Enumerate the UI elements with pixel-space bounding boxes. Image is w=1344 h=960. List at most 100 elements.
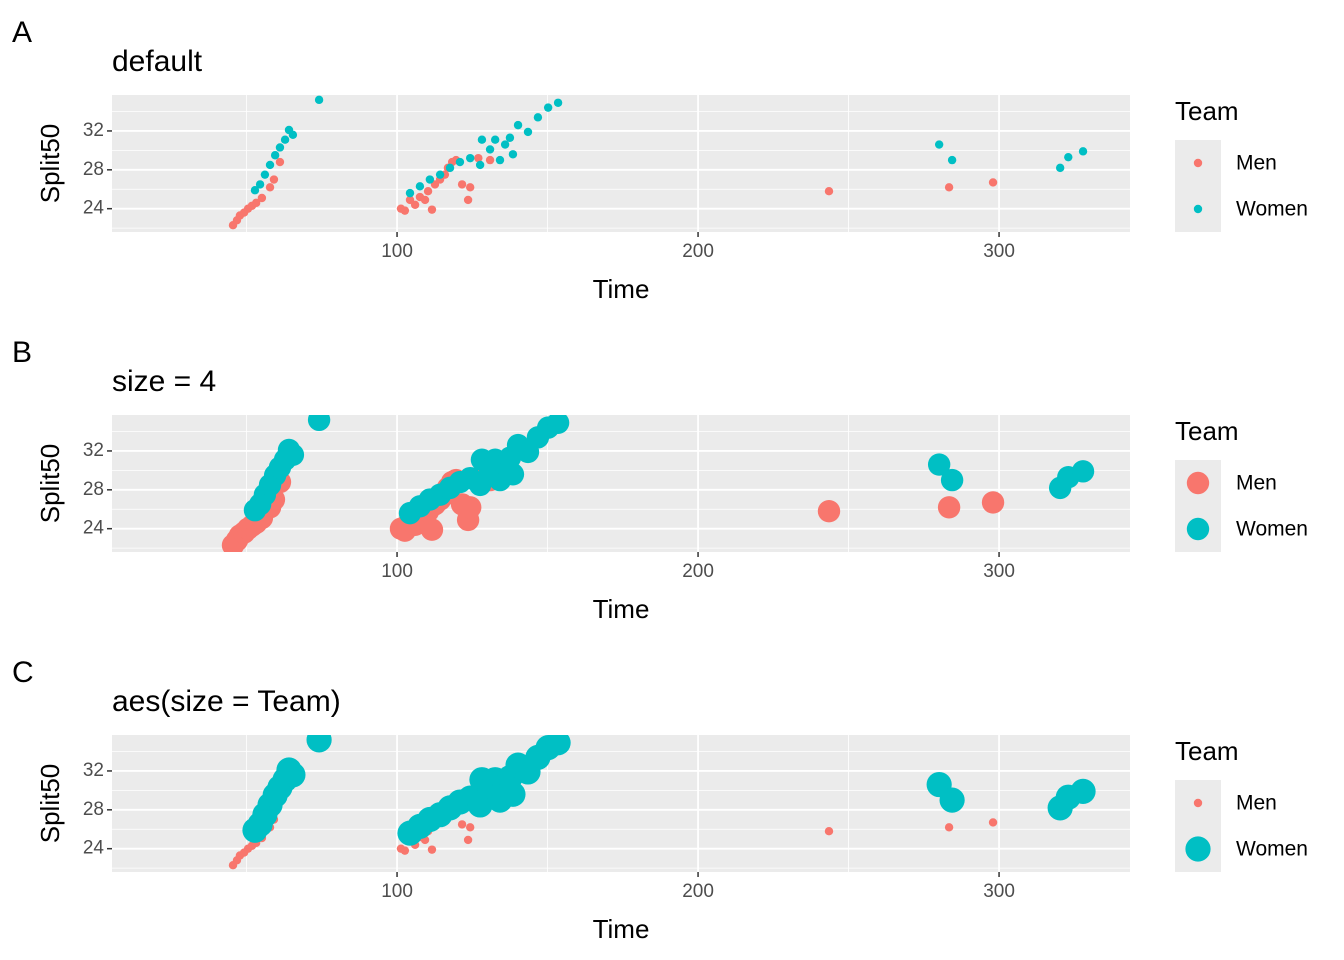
point: [465, 823, 475, 832]
point: [465, 183, 475, 192]
point: [988, 178, 998, 187]
legend-symbol: [1193, 158, 1203, 168]
x-tick-label: 100: [381, 881, 413, 902]
point: [280, 762, 306, 788]
x-tick-label: 100: [381, 241, 413, 262]
point: [824, 826, 834, 836]
point: [423, 186, 433, 196]
point: [545, 735, 571, 756]
point: [257, 193, 267, 203]
point: [523, 127, 533, 137]
point: [1070, 778, 1096, 804]
point: [314, 95, 324, 105]
x-tick-label: 200: [682, 561, 714, 582]
point: [458, 496, 482, 519]
y-tick-label: 28: [83, 479, 104, 500]
point: [463, 195, 473, 205]
point: [427, 205, 437, 214]
point: [500, 140, 510, 149]
point: [490, 135, 500, 144]
point: [513, 120, 523, 130]
point: [280, 135, 290, 144]
point: [947, 155, 957, 165]
legend-label: Women: [1236, 838, 1308, 861]
point: [275, 157, 285, 167]
point: [817, 499, 841, 523]
x-axis-title: Time: [593, 914, 650, 944]
x-tick-label: 200: [682, 881, 714, 902]
legend-symbol: [1193, 798, 1203, 808]
legend-label: Women: [1236, 198, 1308, 221]
point: [415, 182, 425, 191]
point: [265, 183, 275, 192]
point: [445, 163, 455, 173]
chart-title: size = 4: [112, 365, 216, 398]
point: [937, 496, 961, 519]
legend-symbol: [1185, 836, 1211, 862]
y-tick-label: 28: [83, 799, 104, 820]
y-tick-label: 28: [83, 159, 104, 180]
x-tick-label: 100: [381, 561, 413, 582]
x-tick-label: 300: [983, 881, 1015, 902]
point: [477, 135, 487, 144]
points: [228, 735, 1096, 870]
point: [465, 153, 475, 163]
point: [457, 820, 467, 829]
legend-label: Men: [1236, 792, 1277, 815]
point: [455, 157, 465, 167]
legend-label: Men: [1236, 472, 1277, 495]
point: [420, 195, 430, 205]
panel-tag: C: [12, 656, 34, 689]
y-tick-label: 24: [83, 198, 105, 219]
legend-symbol: [1186, 517, 1210, 541]
point: [288, 130, 298, 140]
point: [435, 170, 445, 179]
point: [508, 150, 518, 159]
point: [420, 518, 444, 541]
chart-title: aes(size = Team): [112, 685, 341, 718]
point: [927, 453, 951, 476]
x-tick-label: 200: [682, 241, 714, 262]
point: [307, 415, 331, 432]
x-axis-title: Time: [593, 594, 650, 624]
point: [981, 491, 1005, 514]
point: [265, 160, 275, 170]
point: [474, 153, 483, 163]
point: [275, 143, 285, 152]
x-tick-label: 300: [983, 241, 1015, 262]
point: [940, 468, 964, 492]
plot-background: [112, 95, 1130, 232]
x-tick-label: 300: [983, 561, 1015, 582]
point: [260, 170, 270, 179]
point: [427, 845, 437, 854]
y-tick-label: 24: [83, 518, 105, 539]
y-tick-label: 24: [83, 838, 105, 859]
points: [221, 415, 1095, 552]
point: [501, 463, 525, 486]
legend-title: Team: [1175, 736, 1239, 766]
point: [939, 787, 965, 813]
point: [251, 198, 261, 208]
point: [505, 133, 515, 142]
point: [269, 175, 279, 184]
point: [543, 103, 553, 112]
legend-symbol: [1193, 204, 1203, 214]
y-axis-title: Split50: [35, 764, 65, 844]
point: [306, 735, 332, 753]
point: [988, 818, 998, 827]
point: [1078, 147, 1088, 156]
legend-label: Men: [1236, 152, 1277, 175]
point: [1055, 163, 1065, 173]
legend-symbol: [1186, 471, 1210, 495]
point: [410, 200, 420, 209]
point: [405, 188, 415, 198]
point: [270, 151, 280, 160]
point: [485, 145, 495, 154]
point: [553, 98, 563, 107]
point: [475, 160, 485, 170]
point: [824, 186, 834, 196]
y-axis-title: Split50: [35, 444, 65, 524]
point: [400, 206, 410, 215]
legend-title: Team: [1175, 96, 1239, 126]
